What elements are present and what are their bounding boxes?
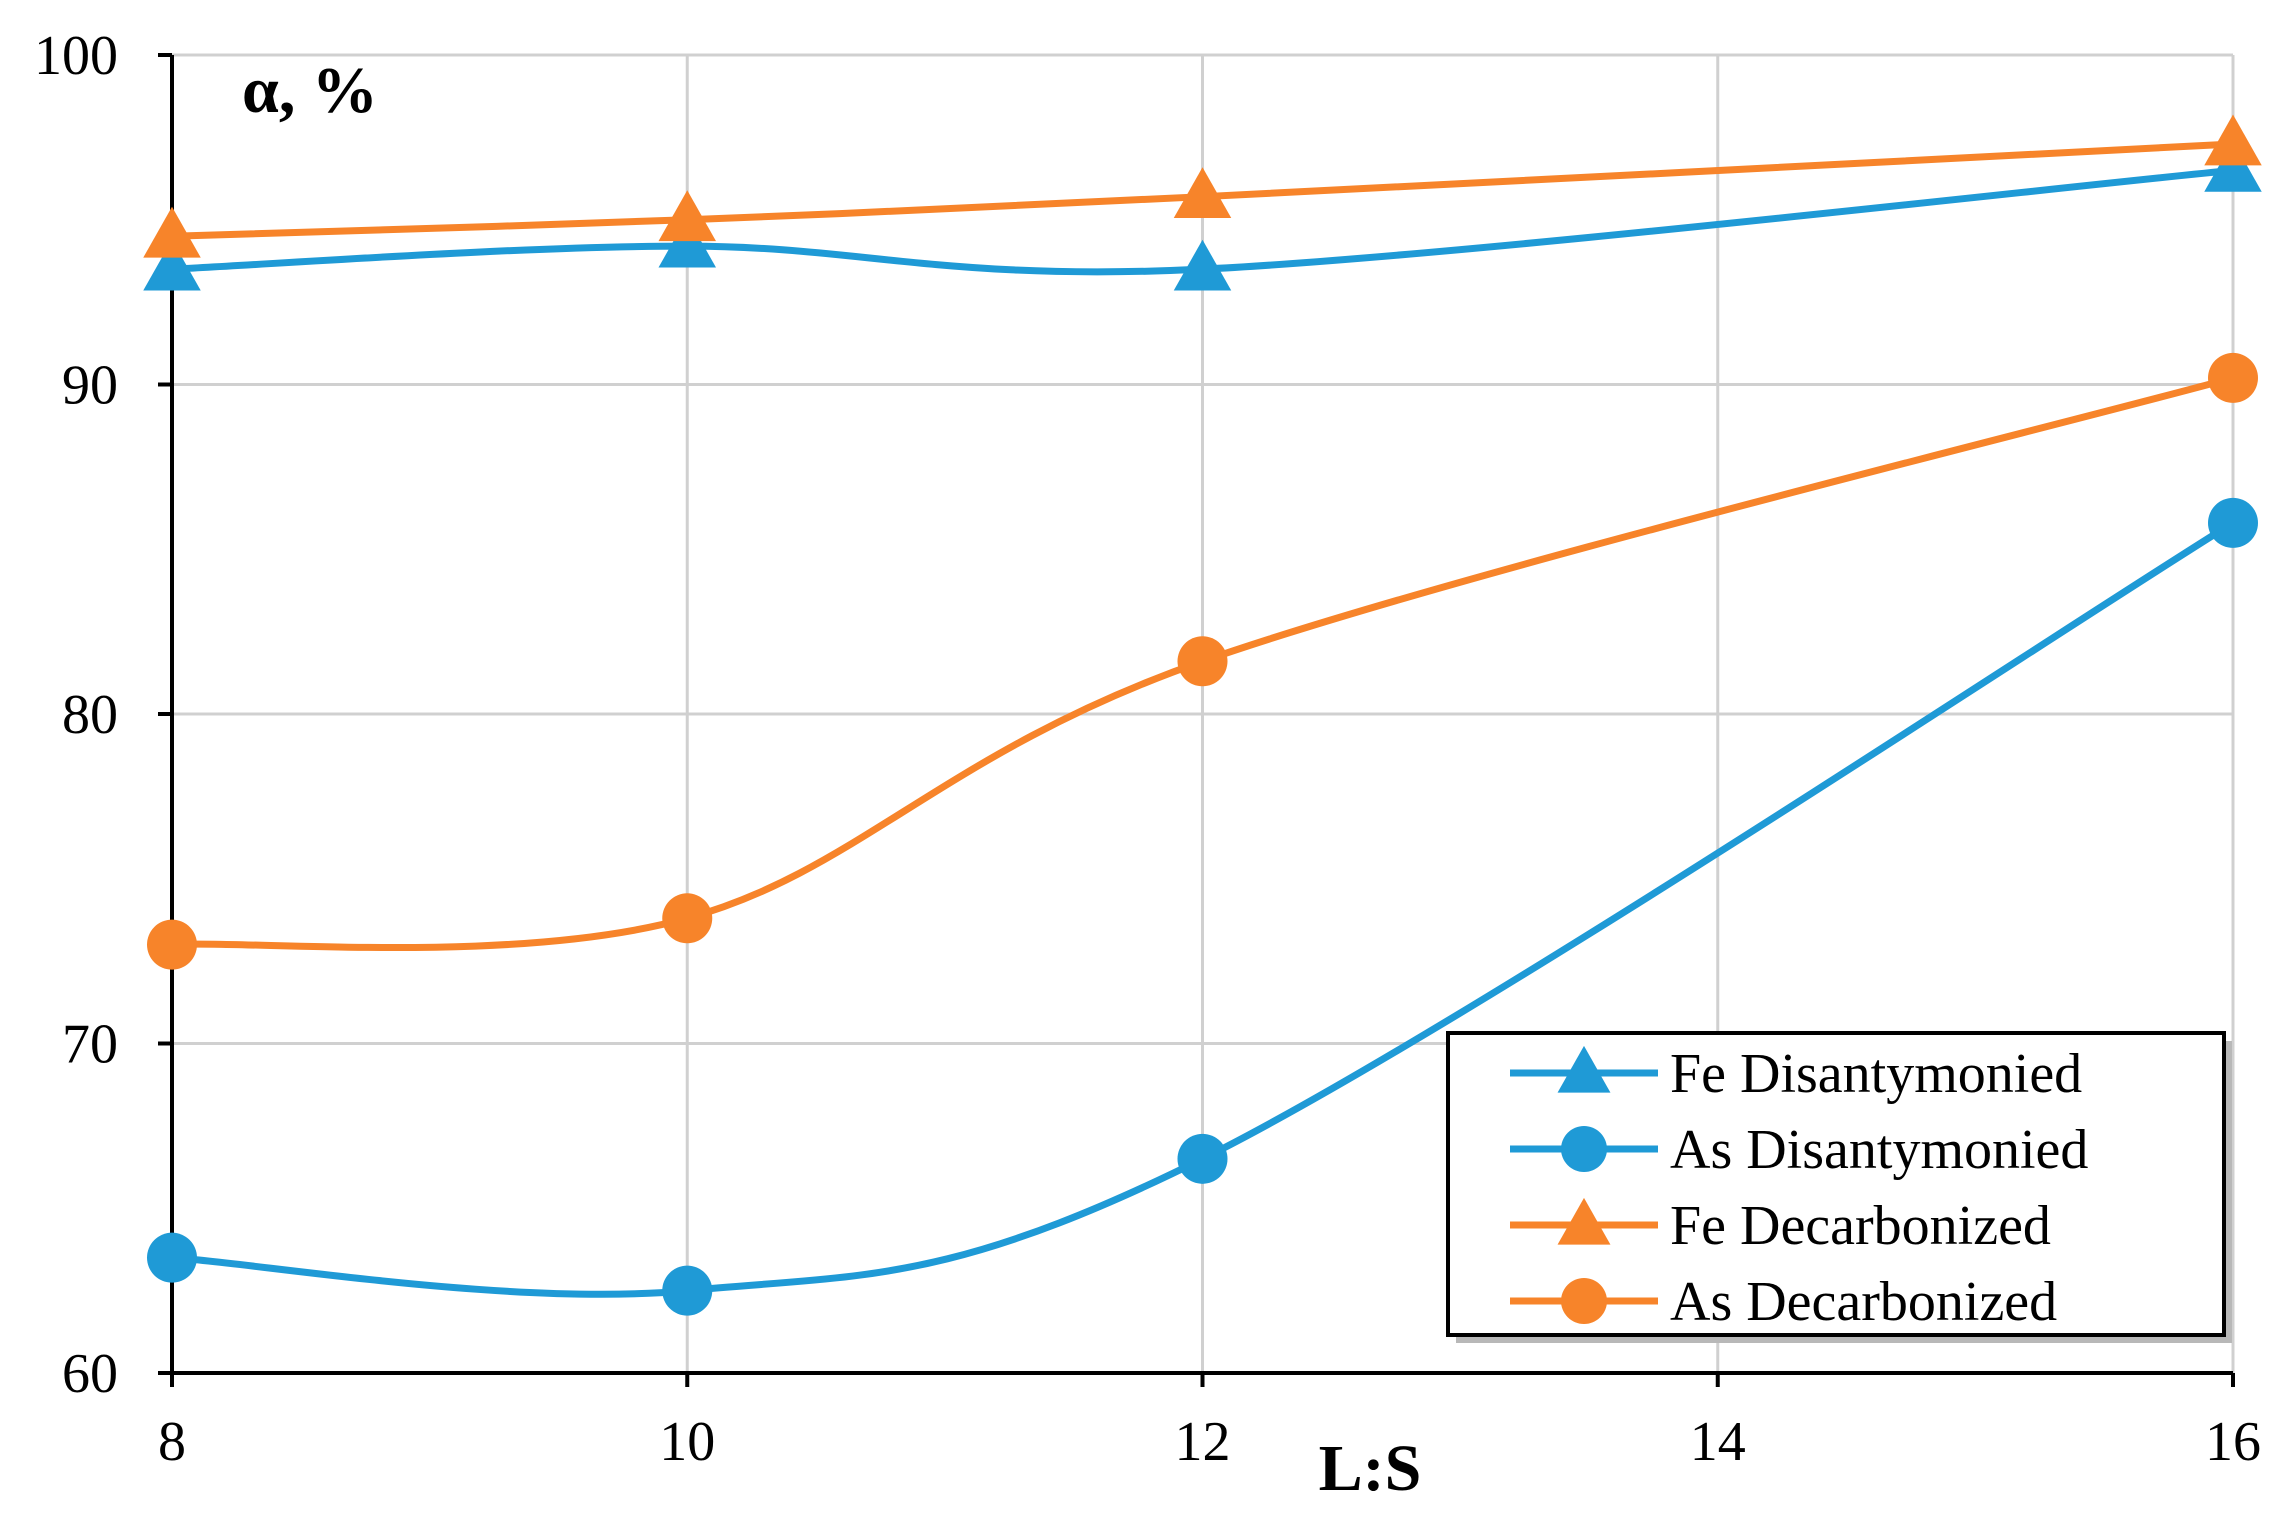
data-point-triangle (2204, 140, 2262, 192)
y-tick-label: 70 (62, 1014, 118, 1076)
x-tick-label: 16 (2205, 1411, 2261, 1473)
series-fe-decarbonized (143, 114, 2262, 258)
legend-label: Fe Disantymonied (1670, 1043, 2082, 1105)
legend-item: As Disantymonied (1510, 1119, 2088, 1181)
legend-item: Fe Disantymonied (1510, 1043, 2082, 1105)
y-tick-label: 90 (62, 355, 118, 417)
y-axis-label: α, % (242, 54, 378, 127)
x-tick-label: 14 (1690, 1411, 1746, 1473)
legend-marker-triangle (1557, 1197, 1611, 1245)
legend-marker-circle (1561, 1278, 1607, 1324)
data-point-triangle (2204, 114, 2262, 166)
series-fe-disantymonied (143, 140, 2262, 291)
data-point-circle (662, 1265, 713, 1316)
data-point-circle (1177, 1133, 1228, 1184)
series-as-disantymonied (147, 497, 2258, 1316)
series-line (168, 374, 2237, 952)
y-tick-label: 100 (34, 25, 118, 87)
legend-label: As Disantymonied (1670, 1119, 2088, 1181)
series-as-decarbonized (147, 352, 2258, 970)
series-group (143, 114, 2262, 1316)
series-line (168, 166, 2237, 276)
x-axis-label: L:S (1319, 1432, 1422, 1505)
series-line (168, 519, 2237, 1298)
legend-marker-circle (1561, 1126, 1607, 1172)
data-point-circle (147, 1232, 197, 1283)
y-tick-label: 60 (62, 1343, 118, 1405)
legend-item: As Decarbonized (1510, 1271, 2057, 1333)
data-point-triangle (143, 239, 201, 291)
data-point-triangle (658, 190, 716, 242)
data-point-circle (662, 893, 713, 944)
data-point-circle (1177, 636, 1228, 687)
legend-label: As Decarbonized (1670, 1271, 2057, 1333)
x-tick-label: 12 (1175, 1411, 1231, 1473)
data-point-triangle (658, 216, 716, 268)
data-point-circle (147, 919, 197, 970)
y-tick-label: 80 (62, 684, 118, 746)
legend-label: Fe Decarbonized (1670, 1195, 2051, 1257)
data-point-triangle (1173, 239, 1232, 291)
data-point-triangle (1173, 167, 1232, 219)
x-tick-label: 10 (659, 1411, 715, 1473)
tick-labels: 60 70 80 90 100 8 10 12 14 16 (34, 25, 2261, 1473)
data-point-circle (2208, 352, 2258, 403)
series-line (168, 140, 2237, 240)
x-tick-label: 8 (158, 1411, 186, 1473)
data-point-triangle (143, 206, 201, 258)
data-point-circle (2208, 497, 2258, 548)
legend: Fe Disantymonied As Disantymonied Fe Decar… (1446, 1031, 2232, 1343)
legend-marker-triangle (1557, 1045, 1611, 1093)
legend-item: Fe Decarbonized (1510, 1195, 2051, 1257)
